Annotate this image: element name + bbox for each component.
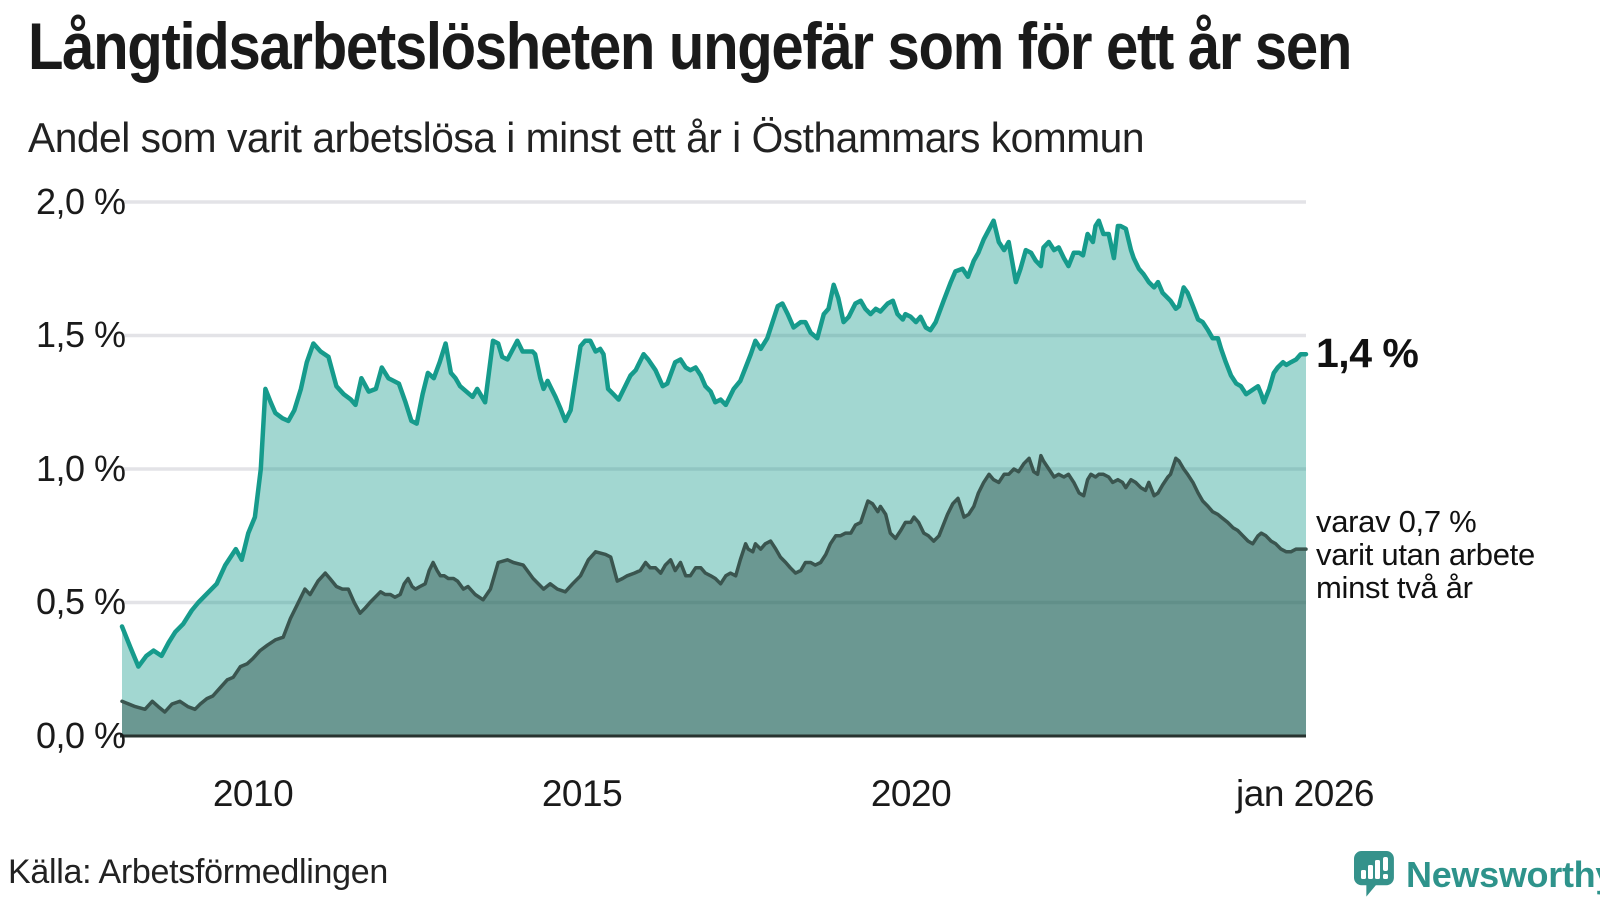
x-axis-tick-label: jan 2026 [1236,773,1374,814]
newsworthy-logo-text: Newsworthy [1406,854,1600,895]
latest-value-annotation: 1,4 % [1316,330,1419,376]
y-axis-tick-label: 0,0 % [36,715,126,756]
area-fill-unemployed-one-year [122,220,1306,736]
newsworthy-speech-bubble-chart-icon [1354,851,1394,897]
line-unemployed-two-years [120,453,1308,714]
y-axis-tick-label: 0,5 % [36,581,126,622]
x-axis-tick-label: 2010 [212,773,294,814]
secondary-series-annotation: varav 0,7 % varit utan arbete minst två … [1316,505,1535,604]
newsworthy-logo[interactable]: Newsworthy [1354,851,1600,899]
x-axis-tick-label: 2015 [541,773,623,814]
secondary-annotation-line: varit utan arbete [1316,537,1535,572]
secondary-annotation-line: minst två år [1316,570,1473,605]
area-fill-unemployed-two-years [122,455,1306,736]
page-title: Långtidsarbetslösheten ungefär som för e… [28,9,1352,83]
y-axis-tick-label: 1,5 % [36,314,126,355]
source-credit: Källa: Arbetsförmedlingen [8,853,388,891]
y-axis-tick-label: 2,0 % [36,181,126,222]
secondary-annotation-line: varav 0,7 % [1316,504,1477,539]
x-axis-tick-label: 2020 [870,773,952,814]
line-unemployed-one-year [119,218,1309,669]
y-axis-tick-label: 1,0 % [36,448,126,489]
page-subtitle: Andel som varit arbetslösa i minst ett å… [28,114,1145,161]
